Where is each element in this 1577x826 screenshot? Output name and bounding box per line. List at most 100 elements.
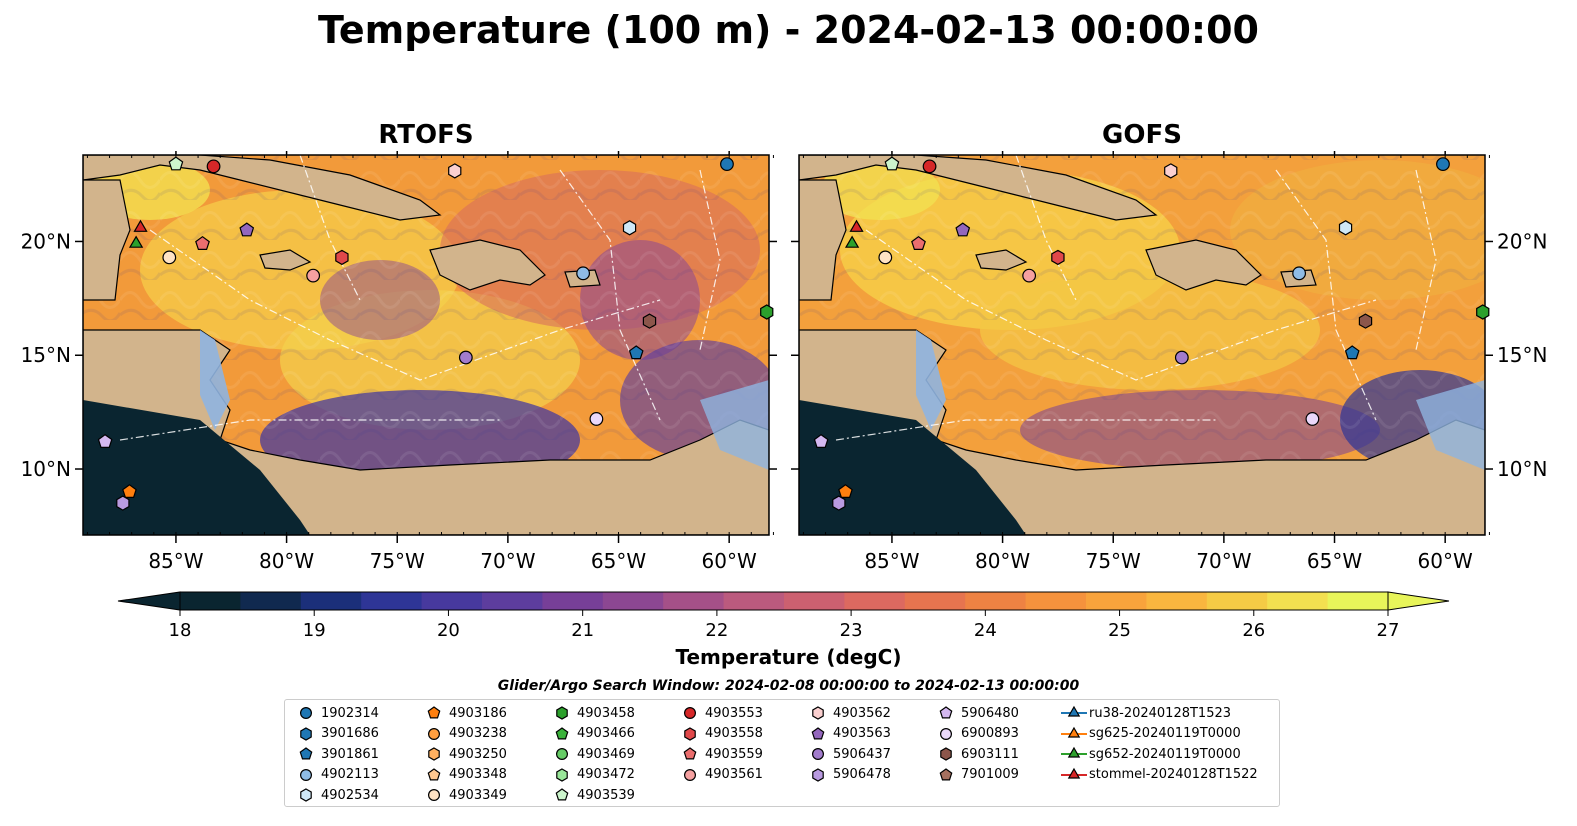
lat-tick-label: 20°N <box>21 229 71 253</box>
marker-4903458 <box>1476 304 1490 320</box>
lon-tick-label: 80°W <box>259 549 314 573</box>
legend-marker-icon <box>675 724 705 744</box>
colorbar-max-extend <box>1387 591 1450 611</box>
legend-label: 4903186 <box>449 705 507 721</box>
legend-marker-icon <box>419 724 449 744</box>
legend-marker-icon <box>291 703 321 723</box>
colorbar-tick-label: 18 <box>169 620 192 641</box>
marker-sg652-20240119T0000 <box>844 235 860 248</box>
legend-label: 1902314 <box>321 705 379 721</box>
legend-label: 4903562 <box>833 705 891 721</box>
marker-5906480 <box>813 433 829 448</box>
lat-tick-label: 15°N <box>1497 343 1547 367</box>
legend-marker-icon <box>803 724 833 744</box>
legend-label: 4903553 <box>705 705 763 721</box>
legend-item: 7901009 <box>931 765 1019 785</box>
legend-marker-icon <box>931 765 961 785</box>
legend-marker-icon <box>931 703 961 723</box>
legend-circle-icon <box>684 706 697 720</box>
legend-hexagon-icon <box>300 726 312 741</box>
legend-hexagon-icon <box>812 706 824 720</box>
marker-4903562 <box>448 163 462 179</box>
legend-label: sg652-20240119T0000 <box>1089 746 1241 762</box>
legend-item: 4903553 <box>675 703 763 723</box>
pacific-coast <box>83 400 310 535</box>
legend-circle-icon <box>684 768 697 781</box>
legend-label: 5906478 <box>833 767 891 782</box>
lon-tick-label: 75°W <box>1086 549 1141 573</box>
legend-label: 4903466 <box>577 726 635 741</box>
marker-4903186 <box>122 484 137 498</box>
legend-marker-icon <box>803 765 833 785</box>
legend-marker-icon <box>1059 703 1089 723</box>
map-panel-gofs <box>798 154 1486 536</box>
lon-tick-label: 60°W <box>702 549 757 573</box>
colorbar-tick-label: 25 <box>1108 620 1131 641</box>
eez-boundaries <box>119 155 721 441</box>
land-hispaniola <box>429 239 546 291</box>
panel-title-gofs: GOFS <box>1102 120 1182 150</box>
marker-4903558 <box>335 249 349 266</box>
lon-tick-label: 60°W <box>1418 549 1473 573</box>
marker-sg652-20240119T0000 <box>128 235 144 248</box>
legend-circle-icon <box>940 727 953 740</box>
lat-tick-label: 15°N <box>21 343 71 367</box>
legend-label: 7901009 <box>961 767 1019 782</box>
colorbar-tick-label: 22 <box>705 620 728 641</box>
lon-tick-label: 65°W <box>1307 549 1362 573</box>
marker-4903562 <box>1164 163 1178 179</box>
legend-item: 4903539 <box>547 785 635 805</box>
legend-label: 4903469 <box>577 746 635 762</box>
colorbar-tick-label: 27 <box>1377 620 1400 641</box>
legend-hexagon-icon <box>684 726 696 741</box>
legend-label: 3901861 <box>321 746 379 762</box>
marker-6903111 <box>642 313 657 329</box>
marker-4903349 <box>878 250 893 265</box>
legend-marker-icon <box>1059 744 1089 764</box>
legend-circle-icon <box>300 706 313 720</box>
legend-item: 5906478 <box>803 765 891 785</box>
lat-tick-label: 10°N <box>21 457 71 481</box>
legend-label: 4903539 <box>577 787 635 803</box>
marker-5906480 <box>97 433 113 448</box>
colorbar-label: Temperature (degC) <box>675 645 902 669</box>
legend-item: 4903469 <box>547 744 635 764</box>
legend-label: 4903559 <box>705 746 763 762</box>
legend-item: 4903250 <box>419 744 507 764</box>
search-window-text: Glider/Argo Search Window: 2024-02-08 00… <box>497 678 1080 694</box>
marker-5906437 <box>1174 350 1189 365</box>
legend-hexagon-icon <box>812 767 824 782</box>
marker-4903561 <box>306 268 321 283</box>
land-jamaica <box>259 249 312 271</box>
lon-tick-label: 80°W <box>975 549 1030 573</box>
marker-4902113 <box>576 266 591 281</box>
legend-marker-icon <box>419 744 449 764</box>
marker-4903563 <box>239 222 255 237</box>
legend-triangle-icon <box>1067 726 1081 738</box>
legend-marker-icon <box>419 765 449 785</box>
legend-triangle-icon <box>1067 767 1081 779</box>
legend-item: 4903563 <box>803 724 891 744</box>
legend-item: 1902314 <box>291 703 379 723</box>
legend-item: sg652-20240119T0000 <box>1059 744 1241 764</box>
legend-item: 4902113 <box>291 765 379 785</box>
legend-label: 4903250 <box>449 746 507 762</box>
legend-item: 4903558 <box>675 724 763 744</box>
legend-marker-icon <box>291 765 321 785</box>
legend-item: 4903458 <box>547 703 635 723</box>
land-cuba <box>83 155 442 221</box>
marker-stommel-20240128T1522 <box>133 219 148 232</box>
legend-circle-icon <box>428 788 441 802</box>
marker-4903553 <box>922 159 937 174</box>
marker-4903349 <box>162 250 177 265</box>
land-jamaica <box>975 249 1028 271</box>
legend-label: sg625-20240119T0000 <box>1089 726 1241 741</box>
legend-item: stommel-20240128T1522 <box>1059 765 1258 785</box>
legend-marker-icon <box>419 785 449 805</box>
marker-6900893 <box>589 412 604 426</box>
marker-4903553 <box>206 159 221 174</box>
legend-hexagon-icon <box>940 747 952 761</box>
legend-label: 4902534 <box>321 787 379 803</box>
axis-ticks: 85°W 80°W 75°W 70°W 65°W 60°W 20°N 15°N 10°N 85°W… <box>21 151 1547 573</box>
